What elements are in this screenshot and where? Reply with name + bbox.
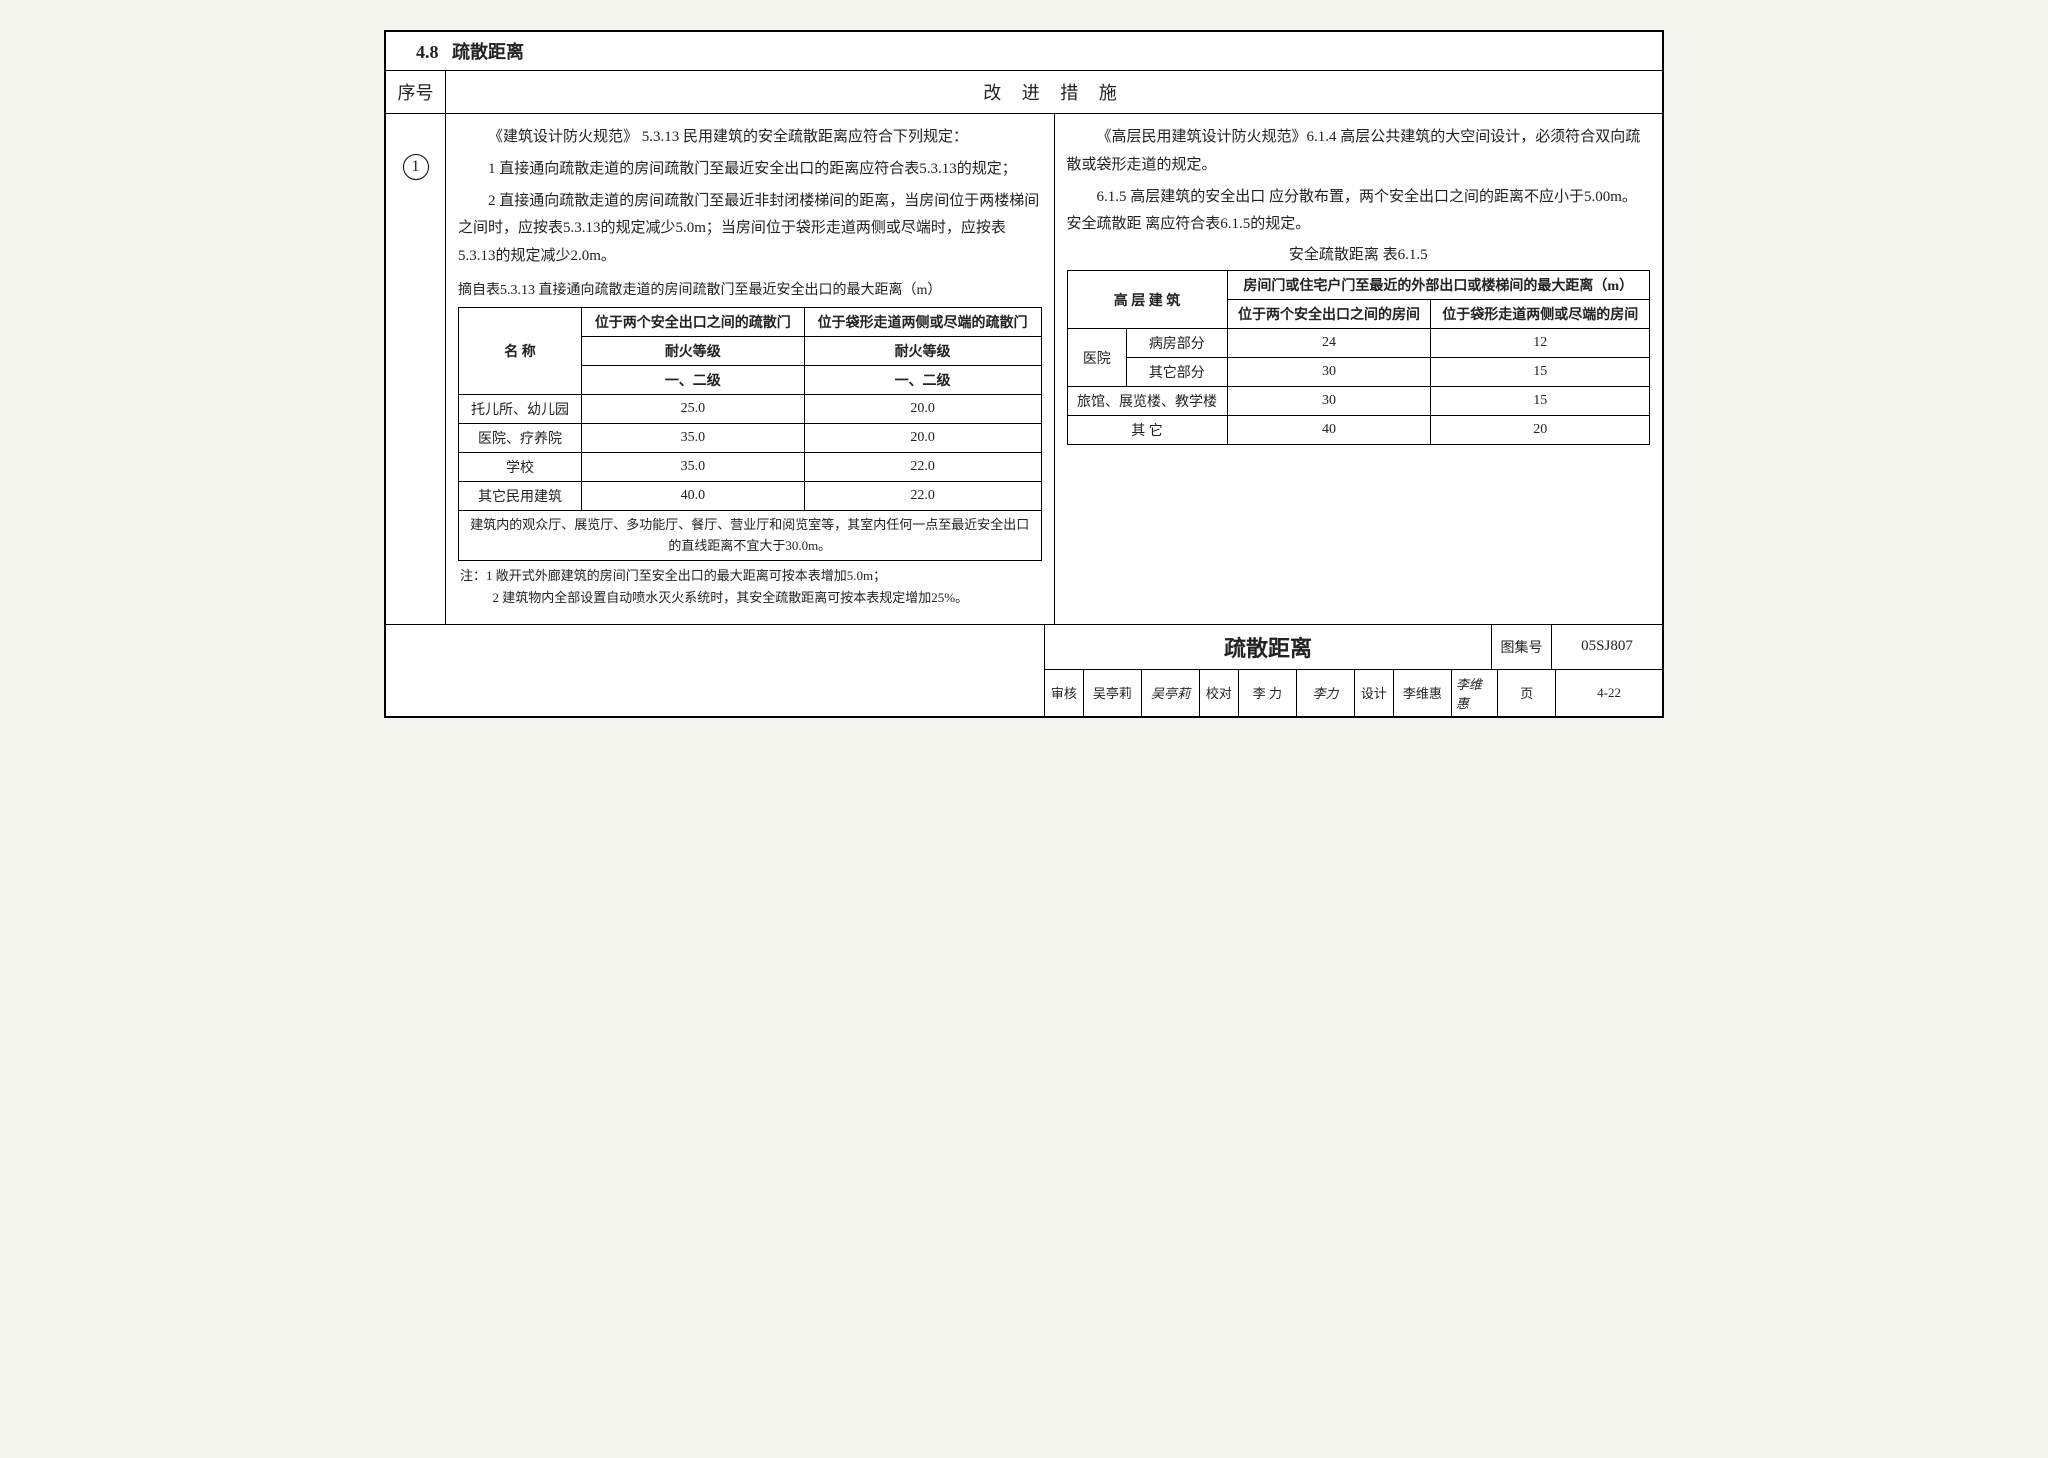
review-label: 审核: [1045, 670, 1084, 716]
wide-note: 建筑内的观众厅、展览厅、多功能厅、餐厅、营业厅和阅览室等，其室内任何一点至最近安…: [459, 510, 1042, 561]
table-row: 医院、疗养院 35.0 20.0: [459, 423, 1042, 452]
table-row: 其它部分 30 15: [1067, 358, 1650, 387]
table-row: 其 它 40 20: [1067, 416, 1650, 445]
right-table: 高 层 建 筑 房间门或住宅户门至最近的外部出口或楼梯间的最大距离（m） 位于两…: [1067, 270, 1651, 445]
title-row-1: 疏散距离 图集号 05SJ807: [1045, 625, 1662, 670]
td-v2: 15: [1431, 358, 1650, 387]
td-v2: 12: [1431, 329, 1650, 358]
atlas-label: 图集号: [1492, 625, 1552, 669]
td-sub: 病房部分: [1127, 329, 1227, 358]
td-cat: 医院: [1067, 329, 1127, 387]
td-v2: 20: [1431, 416, 1650, 445]
left-table: 名 称 位于两个安全出口之间的疏散门 位于袋形走道两侧或尽端的疏散门 耐火等级 …: [458, 307, 1042, 562]
td-v2: 20.0: [804, 394, 1041, 423]
th-col2: 位于袋形走道两侧或尽端的房间: [1431, 300, 1650, 329]
design-label: 设计: [1355, 670, 1394, 716]
td-name: 医院、疗养院: [459, 423, 582, 452]
right-p1: 《高层民用建筑设计防火规范》6.1.4 高层公共建筑的大空间设计，必须符合双向疏…: [1067, 124, 1651, 180]
th-building: 高 层 建 筑: [1067, 271, 1227, 329]
foot1: 注：1 敞开式外廊建筑的房间门至安全出口的最大距离可按本表增加5.0m；: [460, 565, 1040, 587]
foot2: 2 建筑物内全部设置自动喷水灭火系统时，其安全疏散距离可按本表规定增加25%。: [460, 587, 1040, 609]
measures-cell: 《建筑设计防火规范》 5.3.13 民用建筑的安全疏散距离应符合下列规定： 1 …: [446, 114, 1662, 624]
td-v1: 40: [1227, 416, 1431, 445]
right-block: 《高层民用建筑设计防火规范》6.1.4 高层公共建筑的大空间设计，必须符合双向疏…: [1055, 114, 1663, 624]
seq-cell: 1: [386, 114, 446, 624]
header-seq: 序号: [386, 71, 446, 113]
th-col2-top: 位于袋形走道两侧或尽端的疏散门: [804, 307, 1041, 336]
header-measures: 改 进 措 施: [446, 71, 1662, 113]
td-v1: 24: [1227, 329, 1431, 358]
td-name: 学校: [459, 452, 582, 481]
right-table-caption: 安全疏散距离 表6.1.5: [1067, 243, 1651, 264]
review-signature: 吴亭莉: [1142, 670, 1200, 716]
td-v1: 35.0: [582, 452, 805, 481]
page-label: 页: [1498, 670, 1556, 716]
td-v1: 35.0: [582, 423, 805, 452]
table-row: 名 称 位于两个安全出口之间的疏散门 位于袋形走道两侧或尽端的疏散门: [459, 307, 1042, 336]
td-cat: 旅馆、展览楼、教学楼: [1067, 387, 1227, 416]
table-row: 托儿所、幼儿园 25.0 20.0: [459, 394, 1042, 423]
td-v2: 22.0: [804, 452, 1041, 481]
th-grade-1: 一、二级: [582, 365, 805, 394]
left-table-caption: 摘自表5.3.13 直接通向疏散走道的房间疏散门至最近安全出口的最大距离（m）: [458, 275, 1042, 301]
th-grade-2: 一、二级: [804, 365, 1041, 394]
td-v1: 30: [1227, 387, 1431, 416]
content-row-1: 1 《建筑设计防火规范》 5.3.13 民用建筑的安全疏散距离应符合下列规定： …: [386, 114, 1662, 625]
design-name: 李维惠: [1394, 670, 1452, 716]
th-name: 名 称: [459, 307, 582, 394]
design-signature: 李维惠: [1452, 670, 1499, 716]
table-row: 学校 35.0 22.0: [459, 452, 1042, 481]
td-name: 其它民用建筑: [459, 481, 582, 510]
table-row: 高 层 建 筑 房间门或住宅户门至最近的外部出口或楼梯间的最大距离（m）: [1067, 271, 1650, 300]
th-fire-1: 耐火等级: [582, 336, 805, 365]
th-fire-2: 耐火等级: [804, 336, 1041, 365]
left-footnotes: 注：1 敞开式外廊建筑的房间门至安全出口的最大距离可按本表增加5.0m； 2 建…: [458, 561, 1042, 613]
left-p3: 2 直接通向疏散走道的房间疏散门至最近非封闭楼梯间的距离，当房间位于两楼梯间之间…: [458, 188, 1042, 271]
page-value: 4-22: [1556, 670, 1662, 716]
title-row-2: 审核 吴亭莉 吴亭莉 校对 李 力 李力 设计 李维惠 李维惠 页 4-22: [1045, 670, 1662, 716]
td-v1: 25.0: [582, 394, 805, 423]
td-v1: 40.0: [582, 481, 805, 510]
left-p2: 1 直接通向疏散走道的房间疏散门至最近安全出口的距离应符合表5.3.13的规定；: [458, 156, 1042, 184]
document-page: 4.8 疏散距离 序号 改 进 措 施 1 《建筑设计防火规范》 5.3.13 …: [384, 30, 1664, 718]
title-block: 疏散距离 图集号 05SJ807 审核 吴亭莉 吴亭莉 校对 李 力 李力 设计…: [386, 625, 1662, 716]
section-number: 4.8: [416, 42, 439, 62]
right-p2: 6.1.5 高层建筑的安全出口 应分散布置，两个安全出口之间的距离不应小于5.0…: [1067, 184, 1651, 240]
drawing-title: 疏散距离: [1045, 625, 1492, 669]
check-name: 李 力: [1239, 670, 1297, 716]
td-v2: 15: [1431, 387, 1650, 416]
title-block-right: 疏散距离 图集号 05SJ807 审核 吴亭莉 吴亭莉 校对 李 力 李力 设计…: [1044, 625, 1662, 716]
check-label: 校对: [1200, 670, 1239, 716]
td-name: 托儿所、幼儿园: [459, 394, 582, 423]
left-p1: 《建筑设计防火规范》 5.3.13 民用建筑的安全疏散距离应符合下列规定：: [458, 124, 1042, 152]
table-row: 医院 病房部分 24 12: [1067, 329, 1650, 358]
table-row: 其它民用建筑 40.0 22.0: [459, 481, 1042, 510]
table-row: 建筑内的观众厅、展览厅、多功能厅、餐厅、营业厅和阅览室等，其室内任何一点至最近安…: [459, 510, 1042, 561]
th-col1: 位于两个安全出口之间的房间: [1227, 300, 1431, 329]
atlas-value: 05SJ807: [1552, 625, 1662, 669]
td-cat: 其 它: [1067, 416, 1227, 445]
section-header: 4.8 疏散距离: [386, 32, 1662, 71]
table-row: 旅馆、展览楼、教学楼 30 15: [1067, 387, 1650, 416]
circled-number: 1: [403, 154, 429, 180]
section-title: 疏散距离: [452, 42, 524, 62]
td-v1: 30: [1227, 358, 1431, 387]
td-v2: 20.0: [804, 423, 1041, 452]
th-top: 房间门或住宅户门至最近的外部出口或楼梯间的最大距离（m）: [1227, 271, 1650, 300]
check-signature: 李力: [1297, 670, 1355, 716]
left-block: 《建筑设计防火规范》 5.3.13 民用建筑的安全疏散距离应符合下列规定： 1 …: [446, 114, 1055, 624]
title-block-left-blank: [386, 625, 1044, 716]
th-col1-top: 位于两个安全出口之间的疏散门: [582, 307, 805, 336]
review-name: 吴亭莉: [1084, 670, 1142, 716]
td-v2: 22.0: [804, 481, 1041, 510]
table-header-row: 序号 改 进 措 施: [386, 71, 1662, 114]
td-sub: 其它部分: [1127, 358, 1227, 387]
